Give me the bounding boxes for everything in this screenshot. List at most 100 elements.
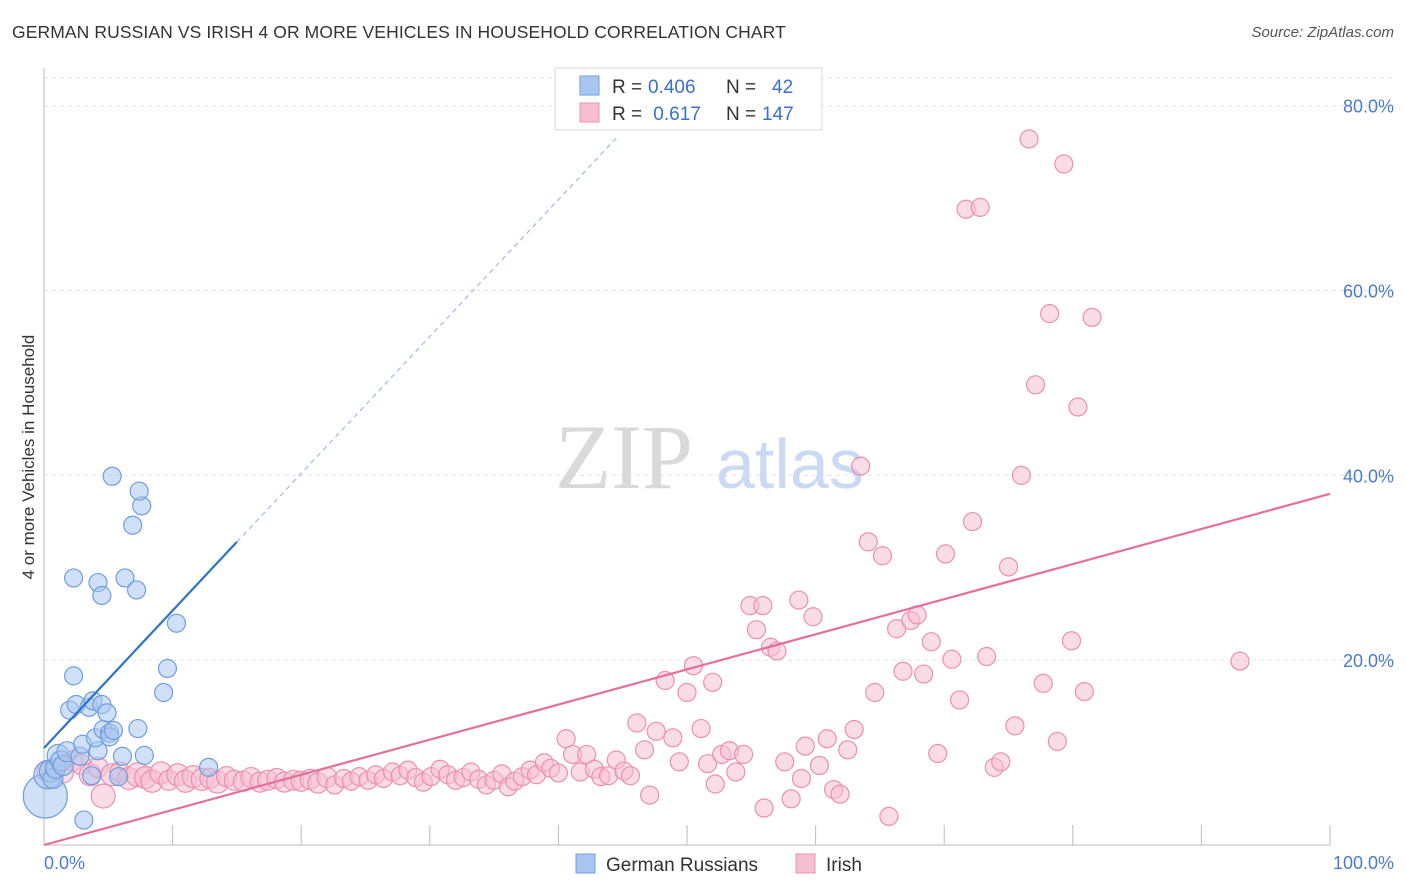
german-russian-point-13	[63, 568, 84, 588]
trend-lines	[43, 137, 1331, 847]
irish-point-93	[753, 596, 773, 616]
irish-point-125	[977, 646, 997, 667]
irish-point-101	[809, 755, 830, 776]
chart-source: Source: ZipAtlas.com	[1251, 24, 1394, 41]
irish-point-137	[1061, 631, 1082, 651]
irish-point-111	[879, 806, 899, 826]
gridlines	[44, 77, 1394, 661]
irish-point-138	[1068, 397, 1088, 417]
irish-point-129	[1005, 716, 1025, 736]
y-tick-label-0: 20.0%	[1343, 651, 1394, 671]
german-russian-point-40	[157, 658, 178, 679]
legend-swatch-blue	[579, 75, 600, 96]
irish-point-143	[791, 768, 812, 789]
irish-point-107	[851, 456, 871, 476]
irish-point-99	[795, 736, 815, 756]
irish-point-127	[991, 752, 1011, 772]
irish-trend-line	[43, 492, 1331, 847]
series-legend: German Russians Irish	[575, 853, 862, 876]
irish-point-97	[781, 789, 801, 809]
irish-point-108	[858, 532, 878, 552]
irish-point-141	[1230, 651, 1250, 671]
irish-point-75	[627, 713, 647, 733]
irish-point-131	[1019, 129, 1039, 149]
german-russian-point-32	[115, 568, 135, 588]
irish-point-76	[634, 740, 655, 760]
irish-point-92	[746, 620, 767, 640]
irish-point-85	[697, 754, 718, 774]
german-russian-point-31	[112, 746, 133, 766]
irish-point-120	[942, 649, 962, 669]
legend-r-label-1: R =	[612, 104, 642, 125]
chart-title: GERMAN RUSSIAN VS IRISH 4 OR MORE VEHICL…	[12, 22, 786, 42]
irish-point-144	[703, 672, 723, 692]
irish-point-139	[1074, 681, 1094, 702]
german-russian-point-34	[126, 580, 147, 600]
watermark-atlas: atlas	[716, 425, 864, 503]
irish-point-124	[970, 197, 990, 217]
irish-point-128	[998, 557, 1019, 577]
irish-point-104	[830, 784, 850, 804]
irish-point-117	[921, 632, 941, 652]
irish-point-136	[1054, 154, 1074, 174]
irish-point-134	[1040, 304, 1060, 324]
german-russian-point-41	[166, 613, 187, 633]
irish-point-110	[872, 546, 893, 566]
x-tick-label-max: 100.0%	[1333, 853, 1394, 873]
german-russian-point-20	[81, 766, 102, 786]
german-russian-point-42	[199, 757, 219, 777]
irish-point-84	[691, 718, 711, 739]
legend-n-value-0: 42	[772, 77, 793, 98]
german-russian-trend-line	[43, 541, 238, 749]
irish-point-109	[865, 682, 885, 703]
watermark: ZIP atlas	[555, 406, 864, 508]
watermark-zip: ZIP	[555, 406, 693, 508]
irish-point-77	[640, 785, 660, 805]
irish-point-80	[663, 728, 683, 748]
irish-point-89	[726, 762, 746, 782]
irish-point-142	[754, 798, 774, 818]
irish-point-123	[962, 511, 983, 532]
german-russian-point-37	[134, 745, 154, 765]
german-russian-point-30	[108, 767, 129, 787]
y-tick-labels: 20.0% 40.0% 60.0% 80.0%	[1343, 97, 1394, 671]
irish-point-121	[950, 690, 970, 710]
series-legend-swatch-german-russians	[575, 853, 596, 874]
y-axis-title: 4 or more Vehicles in Household	[19, 335, 38, 580]
irish-point-74	[620, 766, 641, 786]
irish-point-140	[1082, 307, 1102, 327]
irish-point-102	[817, 729, 837, 749]
irish-point-100	[803, 607, 823, 627]
legend-r-value-0: 0.406	[648, 77, 696, 98]
axes	[43, 68, 1331, 846]
y-tick-label-3: 80.0%	[1343, 97, 1394, 117]
german-russian-point-33	[123, 515, 143, 535]
german-russian-point-24	[97, 703, 117, 723]
legend-n-label-0: N =	[726, 77, 756, 98]
irish-point-106	[844, 719, 864, 740]
irish-point-113	[893, 661, 913, 681]
irish-point-133	[1033, 673, 1053, 693]
german-russian-point-19	[74, 810, 94, 830]
irish-point-81	[669, 752, 689, 772]
irish-point-116	[914, 664, 934, 684]
y-tick-label-1: 40.0%	[1343, 466, 1394, 486]
irish-point-119	[935, 544, 956, 564]
irish-point-82	[677, 682, 697, 703]
irish-point-105	[838, 740, 858, 760]
legend-r-value-1: 0.617	[648, 104, 701, 125]
german-russian-point-39	[153, 682, 174, 703]
legend-n-label-1: N =	[726, 104, 756, 125]
x-tick-label-min: 0.0%	[44, 853, 85, 873]
irish-point-7	[90, 783, 116, 809]
legend-r-label-0: R =	[612, 77, 642, 98]
stats-legend: R = 0.406 N = 42 R = 0.617 N = 147	[554, 67, 823, 131]
irish-point-90	[733, 744, 754, 765]
irish-point-118	[928, 743, 948, 764]
y-tick-label-2: 60.0%	[1343, 282, 1394, 302]
irish-point-112	[887, 619, 907, 639]
irish-point-132	[1025, 375, 1046, 395]
german-russian-trend-extension	[236, 137, 617, 543]
irish-point-86	[705, 774, 725, 794]
